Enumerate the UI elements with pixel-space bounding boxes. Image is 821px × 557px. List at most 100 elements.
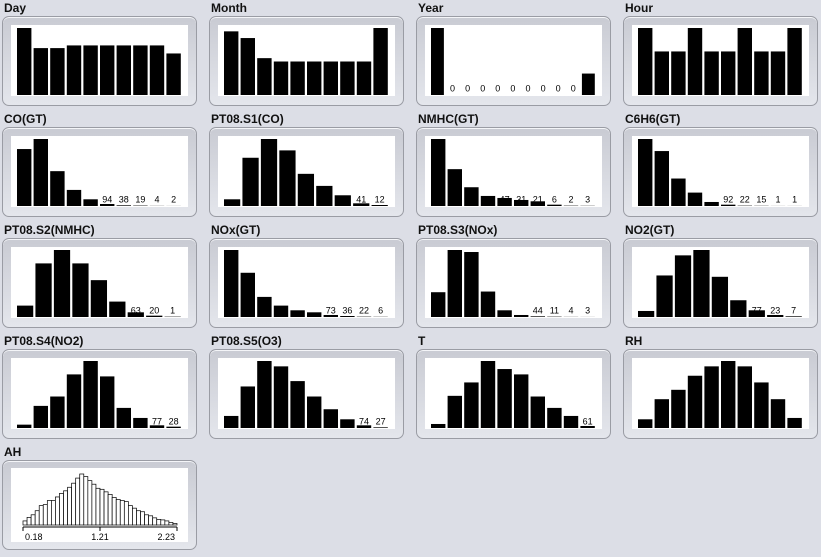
bar bbox=[704, 201, 719, 206]
bar bbox=[770, 51, 786, 95]
bar-count-label: 4 bbox=[568, 306, 573, 316]
plot-area bbox=[11, 25, 188, 96]
plot-area: 92 22 15 1 1 bbox=[632, 136, 809, 207]
chart-title: Month bbox=[211, 1, 247, 15]
hist-bar bbox=[136, 510, 141, 526]
chart-panel: 77 23 7 bbox=[623, 238, 818, 328]
bar bbox=[671, 178, 686, 206]
bar bbox=[737, 28, 752, 95]
bar bbox=[66, 45, 82, 95]
bar bbox=[334, 195, 351, 206]
bar bbox=[116, 45, 131, 95]
bar bbox=[83, 361, 98, 428]
chart-panel bbox=[623, 349, 818, 439]
bar bbox=[356, 425, 372, 428]
bar bbox=[447, 250, 462, 317]
plot-area: 73 36 22 6 bbox=[218, 247, 395, 318]
bar-count-label: 2 bbox=[171, 195, 176, 205]
bar bbox=[787, 417, 802, 428]
hist-bar bbox=[71, 482, 77, 526]
x-tick-label: 1.21 bbox=[91, 532, 109, 542]
hist-bar bbox=[160, 519, 166, 526]
chart-panel: 94 38 19 4 2 bbox=[2, 127, 197, 217]
bar-count-label: 19 bbox=[135, 195, 145, 205]
plot-area bbox=[632, 25, 809, 96]
chart-svg bbox=[17, 28, 181, 95]
bar bbox=[290, 381, 305, 428]
bar bbox=[447, 169, 462, 206]
hist-bar bbox=[144, 514, 149, 526]
bar bbox=[149, 45, 165, 95]
hist-bar bbox=[42, 504, 48, 526]
bar bbox=[373, 28, 388, 95]
bar bbox=[687, 192, 703, 206]
hist-bar bbox=[87, 480, 93, 526]
bar-count-label: 7 bbox=[791, 306, 796, 316]
chart-svg: 92 22 15 1 1 bbox=[638, 139, 802, 207]
bar bbox=[447, 395, 462, 428]
chart-svg: 0.18 1.21 2.23 bbox=[22, 473, 178, 542]
chart-pt08-s2-nmhc: PT08.S2(NMHC) 63 20 1 bbox=[0, 222, 200, 328]
bar bbox=[257, 296, 272, 317]
bar bbox=[257, 58, 272, 95]
bar bbox=[497, 310, 512, 317]
bar bbox=[273, 61, 289, 95]
bar bbox=[290, 310, 305, 317]
chart-title: PT08.S5(O3) bbox=[211, 334, 282, 348]
plot-area bbox=[218, 25, 395, 96]
bar bbox=[638, 310, 655, 317]
bar bbox=[671, 389, 686, 428]
bar bbox=[671, 51, 686, 95]
bar bbox=[66, 374, 82, 428]
bar bbox=[127, 312, 144, 317]
hist-bar bbox=[128, 505, 133, 526]
bar-count-label: 64 bbox=[483, 195, 493, 205]
bar-count-label: 63 bbox=[131, 306, 141, 316]
bar bbox=[307, 61, 322, 95]
bar bbox=[257, 361, 272, 428]
hist-bar bbox=[63, 490, 68, 526]
chart-panel: 77 28 bbox=[2, 349, 197, 439]
hist-bar bbox=[115, 499, 121, 526]
chart-ah: AH 0.18 1.21 2.23 bbox=[0, 444, 200, 550]
bar bbox=[260, 139, 278, 206]
bar bbox=[371, 205, 388, 206]
bar bbox=[431, 292, 446, 317]
bar bbox=[224, 199, 241, 206]
hist-bar bbox=[91, 483, 97, 526]
chart-panel: 74 27 bbox=[209, 349, 404, 439]
chart-pt08-s5-o3: PT08.S5(O3) 74 27 bbox=[207, 333, 407, 439]
bar bbox=[737, 366, 752, 428]
bar bbox=[693, 250, 710, 317]
bar bbox=[224, 250, 239, 317]
bar bbox=[497, 369, 512, 428]
bar bbox=[480, 291, 496, 317]
chart-nox-gt: NOx(GT) 73 36 22 6 bbox=[207, 222, 407, 328]
bar-count-label: 3 bbox=[585, 195, 590, 205]
hist-bar bbox=[51, 500, 56, 526]
bar bbox=[100, 376, 115, 428]
bar bbox=[656, 275, 673, 317]
hist-bar bbox=[103, 491, 109, 526]
chart-hour: Hour bbox=[621, 0, 821, 106]
bar bbox=[50, 396, 65, 428]
bar bbox=[770, 399, 786, 428]
bar bbox=[72, 263, 89, 317]
bar bbox=[730, 300, 747, 317]
bar bbox=[431, 139, 446, 206]
hist-bar bbox=[111, 497, 117, 526]
bar-count-label: 1 bbox=[792, 195, 797, 205]
plot-area: 64 47 31 21 6 2 3 bbox=[425, 136, 602, 207]
bar bbox=[224, 415, 239, 428]
bar-count-label: 38 bbox=[119, 195, 129, 205]
chart-title: Hour bbox=[625, 1, 653, 15]
chart-svg: 63 20 1 bbox=[17, 250, 181, 318]
bar bbox=[100, 203, 115, 206]
chart-title: PT08.S4(NO2) bbox=[4, 334, 84, 348]
chart-pt08-s4-no2: PT08.S4(NO2) 77 28 bbox=[0, 333, 200, 439]
hist-bar bbox=[26, 516, 32, 526]
chart-title: PT08.S3(NOx) bbox=[418, 223, 498, 237]
bar-count-label: 15 bbox=[756, 195, 766, 205]
hist-bar bbox=[38, 505, 44, 526]
